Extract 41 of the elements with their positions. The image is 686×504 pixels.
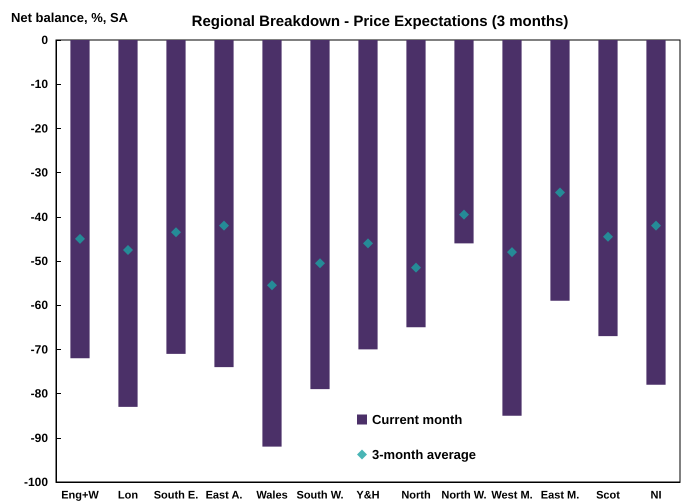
x-tick-label: NI [650,490,662,502]
x-tick-label: Wales [256,490,288,502]
x-tick-label: West M. [491,490,533,502]
y-tick-label: -10 [30,77,48,92]
y-tick-label: -60 [30,298,48,312]
point [75,234,85,244]
x-tick-label: South E. [154,490,198,502]
point [123,244,133,255]
y-tick-label: -70 [30,342,48,356]
y-axis-title: Net balance, %, SA [11,10,129,25]
point [459,210,469,220]
legend-label: 3-month average [372,447,476,462]
x-tick-label: Lon [118,490,138,502]
x-tick-label: Eng+W [61,490,100,502]
chart-title: Regional Breakdown - Price Expectations (3 months) [192,13,568,30]
point [219,220,229,231]
y-tick-label: -30 [30,166,48,180]
point [171,227,181,238]
point [555,187,565,198]
x-tick-label: Scot [596,490,620,502]
y-tick-label: -100 [24,475,48,489]
y-tick-label: -90 [30,430,48,445]
legend-label: Current month [372,412,462,427]
point [603,232,613,242]
point [651,220,661,231]
point [315,258,325,268]
y-tick-label: -40 [30,210,48,224]
point [411,262,421,273]
y-tick-label: -80 [30,386,48,401]
x-tick-label: North W. [441,490,487,502]
y-tick-label: 0 [41,33,48,47]
y-tick-label: -50 [30,254,48,268]
point [363,238,373,248]
x-tick-label: South W. [296,490,344,502]
y-tick-label: -20 [30,121,48,136]
x-tick-label: Y&H [356,490,380,502]
x-tick-label: East A. [206,490,242,502]
point [267,280,277,290]
x-tick-label: East M. [540,490,580,502]
point [507,247,517,258]
x-tick-label: North [401,490,431,502]
